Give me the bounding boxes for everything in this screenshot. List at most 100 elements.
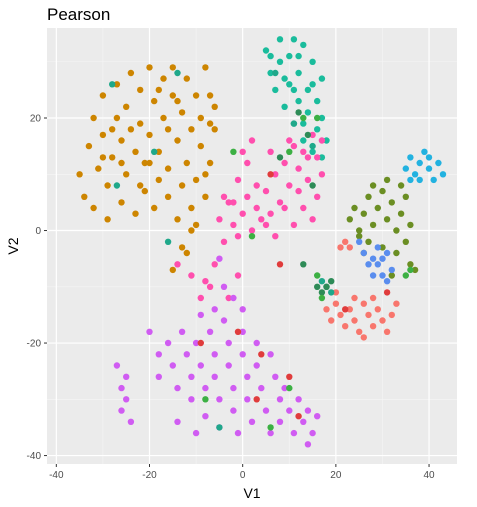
data-point bbox=[356, 238, 363, 245]
data-point bbox=[276, 154, 284, 161]
data-point bbox=[164, 339, 172, 347]
data-point bbox=[99, 131, 107, 139]
data-point bbox=[230, 148, 237, 155]
data-point bbox=[113, 81, 121, 88]
data-point bbox=[127, 418, 135, 425]
data-point bbox=[174, 137, 181, 144]
data-point bbox=[76, 171, 83, 178]
data-point bbox=[379, 244, 386, 251]
data-point bbox=[137, 120, 144, 127]
data-point bbox=[281, 103, 288, 111]
data-point bbox=[337, 244, 344, 251]
data-point bbox=[262, 407, 270, 414]
data-point bbox=[206, 120, 214, 127]
data-point bbox=[360, 210, 367, 217]
data-point bbox=[351, 294, 358, 302]
data-point bbox=[262, 47, 270, 54]
data-point bbox=[155, 86, 162, 94]
data-point bbox=[439, 171, 447, 178]
data-point bbox=[104, 216, 111, 223]
data-point bbox=[197, 362, 204, 369]
data-point bbox=[174, 261, 181, 268]
x-tick-label: 20 bbox=[330, 470, 342, 481]
data-point bbox=[164, 193, 172, 200]
data-point bbox=[360, 334, 367, 341]
data-point bbox=[407, 266, 414, 274]
data-point bbox=[397, 210, 405, 217]
data-point bbox=[318, 137, 326, 144]
data-point bbox=[99, 92, 107, 99]
data-point bbox=[388, 311, 395, 319]
data-point bbox=[393, 249, 400, 257]
data-point bbox=[342, 306, 349, 313]
data-point bbox=[295, 413, 302, 420]
data-point bbox=[300, 261, 307, 268]
data-point bbox=[393, 300, 400, 307]
data-point bbox=[151, 97, 158, 105]
data-point bbox=[304, 176, 312, 184]
data-point bbox=[365, 193, 372, 200]
data-point bbox=[197, 294, 204, 302]
data-point bbox=[272, 373, 279, 380]
data-point bbox=[164, 165, 172, 172]
data-point bbox=[118, 407, 125, 414]
data-point bbox=[295, 69, 302, 77]
data-point bbox=[425, 154, 433, 161]
data-point bbox=[383, 289, 391, 296]
data-point bbox=[164, 126, 172, 133]
data-point bbox=[332, 289, 340, 296]
data-point bbox=[248, 233, 256, 240]
data-point bbox=[318, 154, 326, 161]
data-point bbox=[356, 328, 363, 335]
data-point bbox=[253, 204, 260, 212]
data-point bbox=[383, 216, 391, 223]
data-point bbox=[425, 165, 433, 172]
data-point bbox=[351, 317, 358, 324]
data-point bbox=[155, 351, 162, 358]
data-point bbox=[314, 272, 321, 279]
data-point bbox=[314, 413, 321, 420]
data-point bbox=[253, 362, 260, 369]
data-point bbox=[267, 52, 274, 60]
data-point bbox=[309, 216, 316, 223]
data-point bbox=[164, 238, 172, 245]
data-point bbox=[323, 306, 330, 313]
grid-minor bbox=[47, 28, 457, 464]
data-point bbox=[123, 171, 130, 178]
data-point bbox=[276, 36, 284, 43]
data-point bbox=[192, 429, 200, 437]
data-point bbox=[230, 221, 237, 229]
data-point bbox=[388, 272, 395, 279]
data-point bbox=[286, 373, 293, 380]
data-point bbox=[342, 323, 349, 330]
data-point bbox=[290, 86, 298, 94]
data-point bbox=[304, 109, 312, 116]
data-point bbox=[248, 137, 256, 144]
data-point bbox=[407, 261, 414, 268]
data-point bbox=[202, 278, 209, 285]
data-point bbox=[169, 266, 176, 274]
data-point bbox=[374, 204, 381, 212]
y-axis-title: V2 bbox=[5, 237, 21, 254]
data-point bbox=[151, 148, 158, 155]
data-point bbox=[146, 64, 153, 71]
data-point bbox=[379, 255, 386, 262]
y-tick-label: 0 bbox=[35, 226, 41, 237]
data-point bbox=[318, 114, 326, 122]
data-point bbox=[402, 272, 409, 279]
data-point bbox=[211, 306, 218, 313]
data-point bbox=[374, 244, 381, 251]
data-point bbox=[239, 351, 246, 358]
data-point bbox=[286, 81, 293, 88]
data-point bbox=[109, 154, 116, 161]
data-point bbox=[369, 323, 377, 330]
data-point bbox=[407, 176, 414, 184]
data-point bbox=[407, 221, 414, 229]
data-point bbox=[309, 142, 316, 150]
data-point bbox=[188, 126, 195, 133]
data-point bbox=[192, 221, 200, 229]
data-point bbox=[118, 159, 125, 167]
data-point bbox=[356, 227, 363, 234]
data-point bbox=[155, 176, 162, 184]
